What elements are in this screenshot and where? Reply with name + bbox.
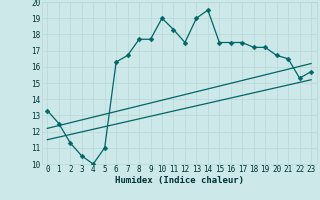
- X-axis label: Humidex (Indice chaleur): Humidex (Indice chaleur): [115, 176, 244, 185]
